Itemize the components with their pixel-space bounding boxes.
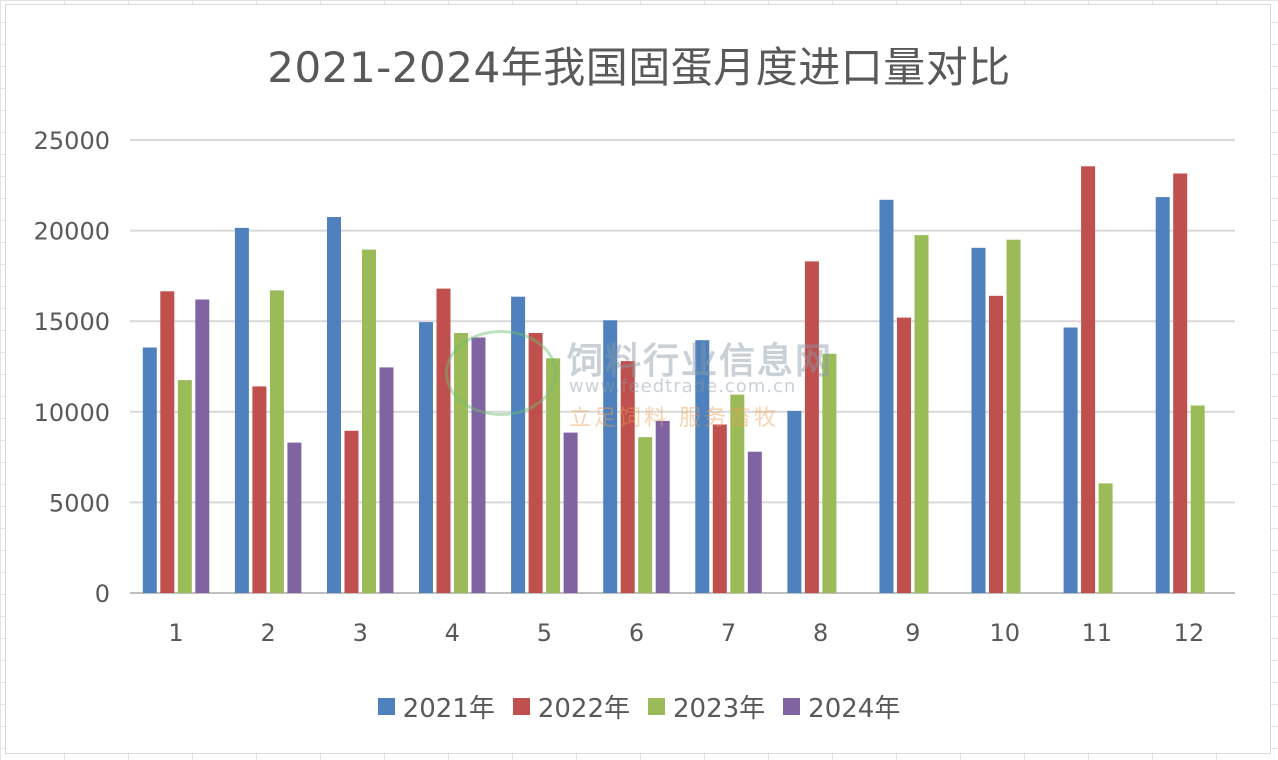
bar-2024年-7[interactable] — [747, 451, 762, 593]
x-tick-label: 4 — [445, 619, 460, 647]
x-tick-label: 8 — [813, 619, 828, 647]
bar-2022年-8[interactable] — [804, 261, 819, 593]
x-axis-ticks: 1 2 3 4 5 6 7 8 9 10 11 12 — [168, 619, 1204, 647]
chart-area[interactable] — [5, 4, 1271, 754]
y-tick-label: 10000 — [34, 399, 110, 427]
bar-2021年-10[interactable] — [971, 247, 986, 594]
legend-swatch — [648, 698, 665, 715]
x-tick-label: 1 — [168, 619, 183, 647]
legend-label: 2021年 — [402, 694, 495, 724]
bar-2021年-11[interactable] — [1063, 327, 1078, 594]
bar-2023年-8[interactable] — [822, 353, 837, 593]
bar-2023年-1[interactable] — [177, 380, 192, 593]
x-tick-label: 12 — [1174, 619, 1205, 647]
bar-2024年-3[interactable] — [379, 367, 394, 593]
bar-2023年-7[interactable] — [730, 394, 745, 593]
bar-2024年-6[interactable] — [655, 420, 670, 593]
y-tick-label: 5000 — [49, 489, 110, 517]
x-tick-label: 2 — [260, 619, 275, 647]
legend-item[interactable]: 2021年 — [377, 688, 495, 725]
legend-item[interactable]: 2022年 — [512, 688, 630, 725]
bar-2021年-9[interactable] — [879, 199, 894, 594]
y-tick-label: 15000 — [34, 308, 110, 336]
watermark-site-name: 饲料行业信息网 — [567, 341, 834, 382]
legend-swatch — [512, 698, 530, 715]
bar-2021年-2[interactable] — [234, 227, 249, 593]
gridlines — [130, 139, 1235, 594]
y-axis-ticks: 0 5000 10000 15000 20000 25000 — [34, 127, 110, 608]
bar-2023年-5[interactable] — [546, 358, 561, 593]
bar-2022年-9[interactable] — [897, 317, 911, 593]
bar-2021年-7[interactable] — [695, 340, 710, 593]
x-tick-label: 3 — [353, 619, 368, 647]
y-tick-label: 0 — [95, 580, 110, 608]
x-tick-label: 11 — [1082, 619, 1113, 647]
legend-label: 2024年 — [808, 694, 901, 724]
watermark-logo: 饲料行业信息网 www.feedtrade.com.cn 立足饲料 服务畜牧 — [445, 330, 835, 431]
bar-2022年-7[interactable] — [712, 424, 727, 594]
chart-legend: 2021年 2022年 2023年 2024年 — [0, 688, 1278, 725]
legend-item[interactable]: 2023年 — [648, 688, 765, 725]
bar-2023年-9[interactable] — [914, 235, 929, 593]
bar-2021年-3[interactable] — [327, 217, 341, 593]
bar-2022年-2[interactable] — [252, 386, 267, 593]
y-tick-label: 20000 — [34, 218, 110, 246]
bar-2022年-12[interactable] — [1173, 173, 1188, 594]
watermark-circle-icon — [445, 330, 557, 416]
bar-2023年-12[interactable] — [1190, 405, 1205, 594]
bar-2021年-4[interactable] — [419, 322, 433, 593]
bar-2024年-2[interactable] — [287, 442, 302, 593]
legend-swatch — [783, 698, 801, 715]
bar-2023年-6[interactable] — [638, 437, 653, 593]
bar-2023年-2[interactable] — [269, 290, 284, 593]
watermark-slogan: 立足饲料 服务畜牧 — [569, 406, 779, 431]
bar-2022年-3[interactable] — [344, 430, 359, 593]
bar-2022年-1[interactable] — [160, 291, 175, 593]
bar-2021年-1[interactable] — [142, 347, 157, 594]
x-tick-label: 10 — [990, 619, 1021, 647]
y-tick-label: 25000 — [34, 127, 110, 155]
chart-title: 2021-2024年我国固蛋月度进口量对比 — [267, 43, 1011, 92]
watermark-url: www.feedtrade.com.cn — [569, 376, 797, 397]
legend-swatch — [377, 698, 395, 715]
x-tick-label: 9 — [905, 619, 920, 647]
x-tick-label: 6 — [629, 619, 644, 647]
bar-2021年-8[interactable] — [787, 410, 802, 593]
bar-2021年-12[interactable] — [1155, 197, 1170, 593]
bar-2024年-5[interactable] — [563, 432, 578, 593]
bar-2022年-10[interactable] — [989, 295, 1003, 593]
bar-2023年-11[interactable] — [1098, 483, 1113, 593]
legend-label: 2022年 — [537, 694, 630, 724]
legend-label: 2023年 — [673, 694, 766, 724]
bar-2023年-10[interactable] — [1006, 239, 1021, 593]
bar-2021年-6[interactable] — [603, 320, 618, 593]
x-tick-label: 7 — [721, 619, 736, 647]
bar-2023年-3[interactable] — [362, 249, 376, 593]
x-tick-label: 5 — [537, 619, 552, 647]
bar-2022年-11[interactable] — [1081, 166, 1096, 594]
bar-2024年-1[interactable] — [195, 299, 210, 594]
bar-2022年-6[interactable] — [620, 361, 635, 593]
legend-item[interactable]: 2024年 — [783, 688, 900, 725]
